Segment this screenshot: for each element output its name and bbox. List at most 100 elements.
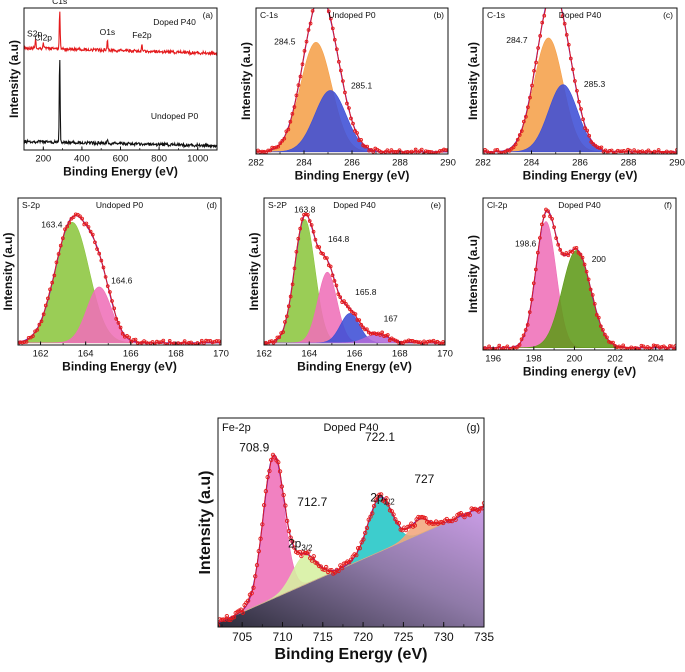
x-tick-label: 1000 xyxy=(187,154,208,165)
annotation-label: Undoped P0 xyxy=(151,111,199,121)
peak-label: 712.7 xyxy=(297,495,327,509)
x-tick-label: 166 xyxy=(123,349,139,360)
panel-label: (b) xyxy=(434,10,445,20)
x-tick-label: 725 xyxy=(393,630,413,644)
y-axis-label: Intensity (a.u) xyxy=(466,235,480,313)
x-axis-label: Binding Energy (eV) xyxy=(62,360,177,374)
annotation-label: O1s xyxy=(100,27,116,37)
panel-label: (f) xyxy=(664,200,672,210)
y-axis-label: Intensity (a.u) xyxy=(1,232,15,310)
peak-component xyxy=(264,333,445,344)
x-tick-label: 288 xyxy=(392,158,408,169)
peak-label: 165.8 xyxy=(355,287,377,297)
annotation-label: Cl2p xyxy=(35,33,53,43)
orbital-label: 2p3/2 xyxy=(288,537,313,553)
panel-element-label: S-2P xyxy=(268,200,287,210)
plot-frame xyxy=(23,7,218,151)
panel-sample-label: Doped P40 xyxy=(323,422,378,434)
y-axis-label: Intensity (a.u) xyxy=(197,470,214,574)
x-tick-label: 400 xyxy=(74,154,90,165)
plot-area xyxy=(218,452,484,627)
x-tick-label: 200 xyxy=(35,154,51,165)
y-axis-label: Intensity (a.u) xyxy=(7,40,21,118)
peak-label: 284.5 xyxy=(274,37,296,47)
panel-label: (d) xyxy=(207,200,218,210)
panel-sample-label: Doped P40 xyxy=(558,200,601,210)
x-tick-label: 715 xyxy=(313,630,333,644)
x-tick-label: 200 xyxy=(566,354,582,365)
x-tick-label: 284 xyxy=(296,158,312,169)
peak-label: 167 xyxy=(384,313,398,323)
annotation-label: Fe2p xyxy=(132,30,152,40)
x-tick-label: 202 xyxy=(607,354,623,365)
peak-label: 164.8 xyxy=(328,234,350,244)
x-tick-label: 198 xyxy=(526,354,542,365)
background-fill xyxy=(218,505,484,627)
annotation-label: S2p xyxy=(27,28,42,38)
peak-label: 285.3 xyxy=(584,79,606,89)
panel-b: 284.5 285.1 C-1s Undoped P0 (b) 282 284 286 288 2… xyxy=(239,7,456,183)
panel-element-label: S-2p xyxy=(22,200,40,210)
panel-element-label: C-1s xyxy=(260,10,278,20)
panel-sample-label: Doped P40 xyxy=(559,10,602,20)
measured-line xyxy=(483,8,677,154)
series-line xyxy=(24,11,217,57)
annotation-label: Doped P40 xyxy=(153,17,196,27)
panel-label: (e) xyxy=(431,200,442,210)
peak-label: 200 xyxy=(592,254,606,264)
peak-label: 722.1 xyxy=(365,430,395,444)
x-tick-label: 600 xyxy=(113,154,129,165)
peak-label: 163.4 xyxy=(41,219,63,229)
measured-line xyxy=(18,213,221,345)
x-axis-label: Binding Energy (eV) xyxy=(63,165,178,179)
panel-f: 198.6 200 Cl-2p Doped P40 (f) 196 198 200 202 204… xyxy=(466,197,677,379)
plot-area xyxy=(264,212,445,345)
x-axis-label: Binding Energy (eV) xyxy=(523,169,638,183)
x-axis-label: Binding energy (eV) xyxy=(523,365,636,379)
x-tick-label: 730 xyxy=(434,630,454,644)
x-tick-label: 290 xyxy=(440,158,456,169)
x-tick-label: 290 xyxy=(669,158,685,169)
panel-c: 284.7 285.3 C-1s Doped P40 (c) 282 284 286 288 29… xyxy=(466,7,685,183)
x-tick-label: 800 xyxy=(151,154,167,165)
plot-frame xyxy=(217,417,485,628)
peak-label: 285.1 xyxy=(351,80,373,90)
x-tick-label: 166 xyxy=(347,349,363,360)
measured-line xyxy=(264,213,445,345)
y-axis-label: Intensity (a.u) xyxy=(239,42,253,120)
x-tick-label: 204 xyxy=(648,354,664,365)
peak-label: 284.7 xyxy=(506,35,528,45)
x-tick-label: 282 xyxy=(475,158,491,169)
x-axis-label: Binding Energy (eV) xyxy=(275,646,428,663)
peak-component xyxy=(483,84,677,153)
x-tick-label: 282 xyxy=(248,158,264,169)
x-axis-label: Binding Energy (eV) xyxy=(297,360,412,374)
measured-line xyxy=(218,454,484,626)
panel-d: 163.4 164.6 S-2p Undoped P0 (d) 162 164 166 168 1… xyxy=(1,197,229,374)
x-tick-label: 288 xyxy=(621,158,637,169)
x-tick-label: 168 xyxy=(168,349,184,360)
x-tick-label: 286 xyxy=(572,158,588,169)
panel-e: 163.8 164.8 165.8 167 S-2P Doped P40 (e) 162 164… xyxy=(247,197,453,374)
panel-label: (a) xyxy=(203,10,214,20)
x-tick-label: 705 xyxy=(232,630,252,644)
peak-label: 708.9 xyxy=(239,440,269,454)
x-tick-label: 710 xyxy=(272,630,292,644)
panel-sample-label: Undoped P0 xyxy=(96,200,144,210)
panel-label: (c) xyxy=(663,10,673,20)
x-tick-label: 170 xyxy=(437,349,453,360)
series-line xyxy=(24,60,217,150)
peak-label: 164.6 xyxy=(111,275,133,285)
orbital-label: 2p1/2 xyxy=(370,491,395,507)
x-tick-label: 162 xyxy=(33,349,49,360)
x-tick-label: 164 xyxy=(301,349,317,360)
x-tick-label: 168 xyxy=(392,349,408,360)
y-axis-label: Intensity (a.u) xyxy=(466,42,480,120)
annotation-label: C1s xyxy=(52,0,67,6)
plot-area xyxy=(256,8,448,154)
measured-line xyxy=(483,208,676,350)
x-tick-label: 196 xyxy=(485,354,501,365)
peak-component xyxy=(218,505,484,624)
